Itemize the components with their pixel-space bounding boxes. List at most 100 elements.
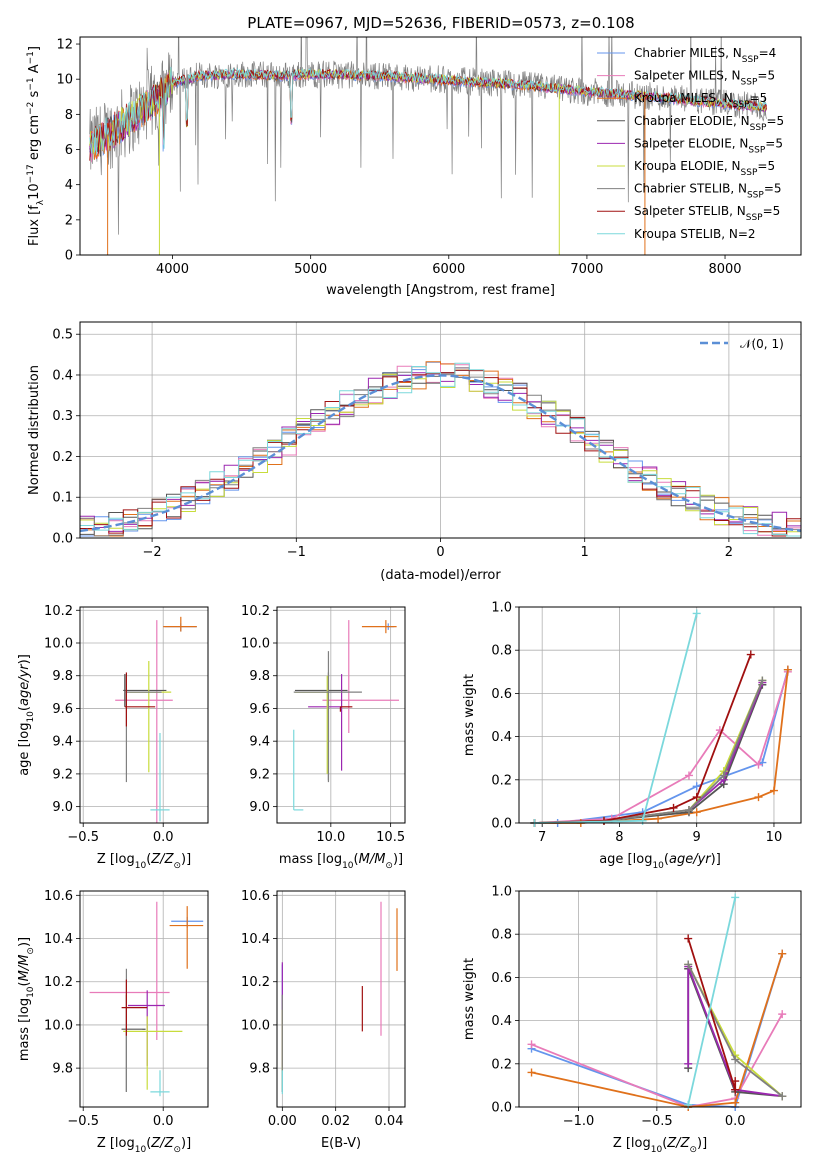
x-axis-label: age [log10(age/yr)] xyxy=(599,852,721,871)
y-tick-label: 10.6 xyxy=(241,889,270,904)
y-tick-label: 0.0 xyxy=(52,532,73,547)
y-tick-label: 10.2 xyxy=(241,604,270,619)
y-tick-label: 0.4 xyxy=(491,1014,512,1029)
plot-layer: 4000 5000 6000 7000 8000024681012wavelength … xyxy=(17,36,802,1155)
x-axis-label: Z [log10(Z/Z⊙)] xyxy=(97,1136,191,1155)
x-tick-label: −2 xyxy=(143,545,162,560)
y-axis-label: Flux [fλ10−17 erg cm−2 s−1 A−1] xyxy=(26,46,46,246)
x-tick-label: 8 xyxy=(615,830,623,845)
model-spectrum-4 xyxy=(89,69,767,158)
y-tick-label: 9.8 xyxy=(52,669,73,684)
legend-entry: Salpeter MILES, NSSP=5 xyxy=(634,69,775,88)
figure-title: PLATE=0967, MJD=52636, FIBERID=0573, z=0… xyxy=(247,14,634,32)
legend-entry: Salpeter ELODIE, NSSP=5 xyxy=(634,136,783,155)
weight-marker xyxy=(684,960,693,969)
x-tick-label: −0.5 xyxy=(67,1114,99,1129)
legend-entry: 𝒩(0, 1) xyxy=(740,337,784,351)
weight-marker xyxy=(731,1085,740,1094)
y-tick-label: 9.6 xyxy=(249,702,270,717)
weight-marker xyxy=(746,650,755,659)
x-tick-label: 0 xyxy=(436,545,444,560)
weight-marker xyxy=(684,1059,693,1068)
axes-frame xyxy=(79,890,209,1108)
y-axis-label: mass weight xyxy=(462,958,477,1040)
panel-mass-age: 10.0 10.5 9.0 9.2 9.4 9.6 9.8 10.0 10.2 mass [log… xyxy=(241,604,406,871)
weight-line-8 xyxy=(687,897,737,1105)
axes-frame xyxy=(79,606,209,824)
x-axis-label: Z [log10(Z/Z⊙)] xyxy=(613,1136,707,1155)
panel-Z-mass: −0.5 0.0 9.8 10.0 10.2 10.4 10.6 Z [log10(Z/Z⊙)… xyxy=(17,889,209,1155)
y-tick-label: 9.2 xyxy=(52,767,73,782)
weight-marker xyxy=(783,665,792,674)
x-tick-label: 2 xyxy=(725,545,733,560)
weight-marker xyxy=(731,1077,740,1086)
weight-marker xyxy=(778,949,787,958)
x-tick-label: −1 xyxy=(287,545,306,560)
weight-line-8 xyxy=(534,613,698,824)
x-tick-label: 9 xyxy=(693,830,701,845)
weight-marker xyxy=(692,609,701,618)
y-tick-label: 0.2 xyxy=(491,773,512,788)
y-tick-label: 0.0 xyxy=(491,1101,512,1116)
y-tick-label: 9.8 xyxy=(249,669,270,684)
weight-marker xyxy=(778,1010,787,1019)
y-tick-label: 0.2 xyxy=(491,1057,512,1072)
legend-entry: Chabrier STELIB, NSSP=5 xyxy=(634,182,782,201)
histogram-series xyxy=(80,361,801,537)
panel-Z-age: −0.5 0.0 9.0 9.2 9.4 9.6 9.8 10.0 10.2 Z [log10(Z… xyxy=(17,604,209,871)
axes-frame xyxy=(276,890,406,1108)
x-tick-label: 10.5 xyxy=(376,830,405,845)
x-axis-label: Z [log10(Z/Z⊙)] xyxy=(97,852,191,871)
legend-entry: Salpeter STELIB, NSSP=5 xyxy=(634,204,780,223)
weight-line-7 xyxy=(687,938,737,1090)
y-tick-label: 1.0 xyxy=(491,885,512,900)
x-axis-label: mass [log10(M/M⊙)] xyxy=(279,852,403,871)
weight-marker xyxy=(527,1040,536,1049)
weight-marker xyxy=(778,1092,787,1101)
y-tick-label: 10.0 xyxy=(44,637,73,652)
weight-marker xyxy=(527,1068,536,1077)
spectrum-lines xyxy=(89,37,767,255)
weight-marker xyxy=(731,1055,740,1064)
x-tick-label: 0.02 xyxy=(321,1114,350,1129)
y-tick-label: 0.3 xyxy=(52,409,73,424)
weight-marker xyxy=(692,782,701,791)
x-tick-label: 4000 xyxy=(156,262,189,277)
weight-line-1 xyxy=(531,1013,783,1108)
weight-marker xyxy=(719,771,728,780)
y-tick-label: 10.2 xyxy=(44,975,73,990)
weight-marker xyxy=(684,934,693,943)
weight-marker xyxy=(754,760,763,769)
axes-frame xyxy=(518,606,802,824)
weight-marker xyxy=(731,893,740,902)
weight-marker xyxy=(692,808,701,817)
y-tick-label: 10.4 xyxy=(241,932,270,947)
x-tick-label: 0.04 xyxy=(375,1114,404,1129)
weight-line-1 xyxy=(534,671,789,824)
y-tick-label: 0.1 xyxy=(52,491,73,506)
y-tick-label: 10.2 xyxy=(241,975,270,990)
y-tick-label: 0.8 xyxy=(491,928,512,943)
y-tick-label: 9.4 xyxy=(52,735,73,750)
axes-frame xyxy=(518,890,802,1108)
x-tick-label: −0.5 xyxy=(67,830,99,845)
weight-marker xyxy=(684,1100,693,1109)
spectrum-legend: Chabrier MILES, NSSP=4 Salpeter MILES, NS… xyxy=(597,46,784,241)
x-tick-label: 0.0 xyxy=(153,830,174,845)
weight-marker xyxy=(754,793,763,802)
x-axis-label: (data-model)/error xyxy=(380,568,501,583)
y-tick-label: 12 xyxy=(56,38,73,53)
x-axis-label: E(B-V) xyxy=(321,1136,361,1151)
y-tick-label: 0 xyxy=(65,249,73,264)
model-spectrum-7 xyxy=(89,66,767,156)
panel-age-weight: 7 8 9 10 0.0 0.2 0.4 0.6 0.8 1.0 age [log10(age/yr… xyxy=(462,601,802,871)
y-tick-label: 0.2 xyxy=(52,450,73,465)
weight-marker xyxy=(769,786,778,795)
weight-marker xyxy=(692,793,701,802)
histogram-8 xyxy=(80,362,801,537)
y-tick-label: 9.4 xyxy=(249,735,270,750)
y-axis-label: Normed distribution xyxy=(27,365,42,495)
legend-entry: Kroupa MILES, NSSP=5 xyxy=(634,91,767,110)
weight-marker xyxy=(669,803,678,812)
